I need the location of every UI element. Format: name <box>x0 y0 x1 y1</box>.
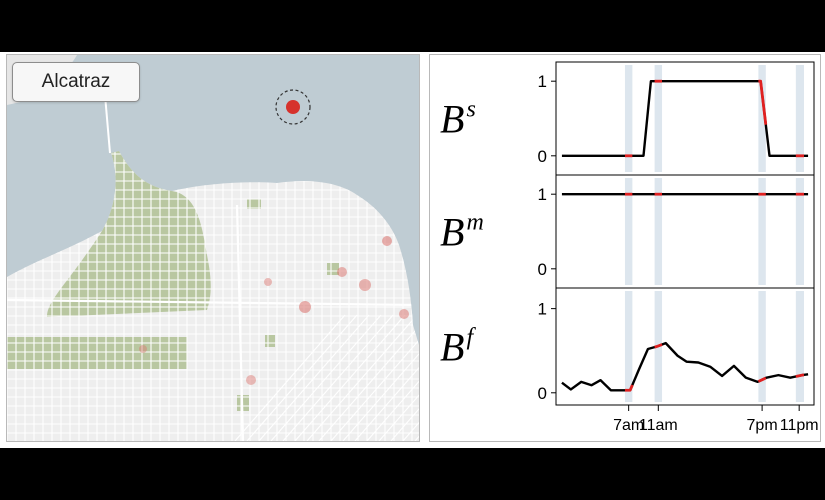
hotspot <box>139 345 147 353</box>
street <box>270 314 382 441</box>
hotspot <box>399 309 409 319</box>
time-window-band <box>654 178 663 285</box>
hotspot <box>299 301 311 313</box>
street <box>234 314 346 441</box>
alcatraz-marker[interactable] <box>286 100 300 114</box>
time-window-band <box>758 178 766 285</box>
series-line <box>561 79 809 158</box>
plot-row-1: 01 <box>538 61 815 176</box>
plot-frame <box>555 287 815 406</box>
small-park <box>247 199 261 209</box>
y-tick-label: 0 <box>538 147 547 166</box>
time-window-band <box>654 65 663 172</box>
y-tick-label: 0 <box>538 260 547 279</box>
y-tick-label: 1 <box>538 185 547 204</box>
street <box>330 314 419 441</box>
time-window-band <box>758 65 766 172</box>
hotspot <box>382 236 392 246</box>
x-tick-label: 11am <box>639 417 678 434</box>
target-ring <box>275 89 311 125</box>
time-window-band <box>624 178 633 285</box>
time-window-band <box>795 291 804 402</box>
street <box>318 314 419 441</box>
time-window-band <box>795 65 804 172</box>
street <box>390 314 419 441</box>
highlighted-segment <box>795 373 805 378</box>
street <box>282 314 394 441</box>
major-road <box>235 204 245 441</box>
series-line <box>561 341 809 392</box>
major-road <box>7 298 419 307</box>
y-tick-label: 0 <box>538 384 547 403</box>
time-window-band <box>624 65 633 172</box>
bridge <box>104 94 111 154</box>
plot-frame <box>555 61 815 176</box>
time-window-band <box>795 178 804 285</box>
street <box>354 314 419 441</box>
street <box>378 314 419 441</box>
hotspot <box>337 267 347 277</box>
row-labels: Bs Bm Bf <box>440 97 484 370</box>
place-label[interactable]: Alcatraz <box>12 62 140 102</box>
time-window-band <box>758 291 766 402</box>
street <box>306 314 418 441</box>
small-park <box>265 335 275 347</box>
plot-row-2: 01 <box>538 174 815 289</box>
street <box>294 314 406 441</box>
highlighted-segment <box>624 384 634 392</box>
hotspot <box>264 278 272 286</box>
hotspot <box>246 375 256 385</box>
small-park <box>327 263 339 275</box>
x-tick-label: 7pm <box>747 417 778 434</box>
highlighted-segment <box>758 79 768 125</box>
street <box>258 314 370 441</box>
city-map <box>7 55 419 441</box>
highlighted-segment <box>654 343 663 349</box>
time-window-band <box>624 291 633 402</box>
row-label: Bm <box>440 210 484 255</box>
activity-hotspots <box>139 236 409 385</box>
street <box>366 314 419 441</box>
street <box>246 314 358 441</box>
x-tick-label: 11pm <box>780 417 819 434</box>
plot-frame <box>555 174 815 289</box>
row-label: Bf <box>440 325 476 370</box>
highlighted-segment <box>757 376 767 383</box>
y-tick-label: 1 <box>538 300 547 319</box>
x-tick-label: 7am <box>613 417 644 434</box>
plot-row-3: 01 <box>538 287 815 406</box>
hotspot <box>359 279 371 291</box>
street <box>342 314 419 441</box>
map-panel: Alcatraz <box>6 54 420 442</box>
y-tick-label: 1 <box>538 72 547 91</box>
row-label: Bs <box>440 97 476 142</box>
